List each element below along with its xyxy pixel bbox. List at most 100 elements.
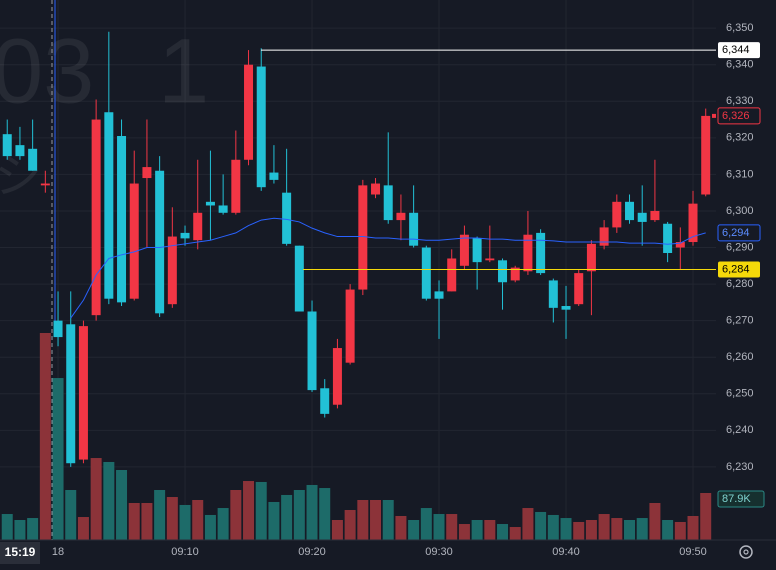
volume-layer: [1, 333, 712, 540]
volume-bar: [471, 520, 483, 540]
volume-bar: [128, 502, 140, 540]
volume-bar: [319, 488, 331, 540]
candle-body: [78, 326, 88, 460]
volume-bar: [243, 481, 255, 540]
volume-bar: [395, 515, 407, 540]
gear[interactable]: [739, 545, 753, 559]
candle-body: [66, 324, 76, 464]
candle-body: [345, 289, 355, 363]
candle-body: [320, 388, 330, 414]
candle-body: [688, 203, 698, 243]
candle-body: [396, 212, 406, 221]
y-tick-label: 6,330: [726, 95, 754, 107]
volume-bar: [27, 518, 39, 540]
candle-body: [256, 66, 266, 188]
y-tick-label: 6,290: [726, 241, 754, 253]
x-tick-label: 09:40: [552, 546, 580, 558]
candle-body: [523, 234, 533, 272]
candle-body: [28, 148, 38, 171]
candle-body: [625, 201, 635, 221]
volume-bar: [382, 500, 394, 540]
volume-bar: [14, 520, 26, 540]
volume-bar: [357, 500, 369, 540]
y-tick-label: 6,260: [726, 351, 754, 363]
candle-body: [485, 258, 495, 261]
y-tick-label: 6,300: [726, 205, 754, 217]
candle-body: [155, 170, 165, 314]
gear-center[interactable]: [743, 549, 749, 555]
x-tick-label: 09:50: [679, 546, 707, 558]
candle-body: [650, 210, 660, 221]
y-tick-label: 6,310: [726, 168, 754, 180]
volume-bar: [192, 500, 204, 540]
candle-body: [142, 167, 152, 179]
volume-label: 87.9K: [722, 493, 751, 505]
volume-bar: [39, 333, 51, 540]
volume-bar: [204, 514, 216, 540]
ma-label: 6,294: [722, 227, 750, 239]
candle-body: [53, 320, 63, 338]
volume-bar: [522, 508, 534, 540]
settings-icon[interactable]: [739, 545, 753, 559]
moving-average: [70, 217, 706, 319]
volume-bar: [90, 458, 102, 540]
volume-bar: [230, 490, 242, 540]
volume-bar: [420, 508, 432, 540]
volume-bar: [370, 500, 382, 540]
x-tick-label: 09:20: [298, 546, 326, 558]
candle-body: [409, 212, 419, 246]
candle-body: [282, 192, 292, 244]
candle-body: [536, 232, 546, 274]
volume-bar: [77, 517, 89, 540]
watermark: 03: [0, 20, 94, 122]
y-tick-label: 6,270: [726, 315, 754, 327]
last-price-label: 6,326: [722, 110, 750, 122]
last-price-bg: [717, 107, 761, 125]
candle-body: [510, 267, 520, 281]
candle-body: [129, 183, 139, 299]
y-tick-label: 6,230: [726, 461, 754, 473]
candle-body: [472, 238, 482, 263]
volume-bar: [217, 508, 229, 540]
candle-body: [193, 212, 203, 241]
candle-body: [574, 273, 584, 305]
candle-body: [447, 258, 457, 292]
volume-bar: [700, 492, 712, 540]
ma-label-bg: [717, 224, 761, 242]
candle-body: [612, 201, 622, 228]
volume-bar: [65, 490, 77, 540]
candle-body: [231, 159, 241, 213]
volume-bar: [293, 490, 305, 540]
candle-body: [332, 348, 342, 405]
volume-bar: [166, 497, 178, 540]
x-tick-label: 09:10: [171, 546, 199, 558]
candles: [2, 31, 711, 467]
volume-bar: [662, 520, 674, 540]
volume-bar: [458, 524, 470, 540]
volume-bar: [52, 378, 64, 540]
candle-body: [383, 185, 393, 221]
volume-bar: [535, 511, 547, 540]
volume-bar: [611, 518, 623, 540]
volume-bar: [573, 521, 585, 540]
y-tick-label: 6,340: [726, 59, 754, 71]
volume-bar: [179, 504, 191, 540]
volume-bar: [255, 481, 267, 540]
candle-body: [358, 185, 368, 290]
x-tick-label: 18: [52, 546, 64, 558]
candle-body: [637, 212, 647, 222]
candle-body: [15, 145, 25, 157]
volume-label-bg: [717, 490, 765, 508]
crosshair-label-bg: [0, 542, 40, 564]
y-tick-label: 6,250: [726, 388, 754, 400]
candle-body: [269, 172, 279, 180]
candle-body: [675, 242, 685, 248]
volume-bar: [433, 514, 445, 540]
candle-body: [701, 115, 711, 195]
volume-bar: [636, 518, 648, 540]
price-label-bg: [718, 261, 760, 278]
candle-body: [40, 183, 50, 186]
volume-bar: [103, 461, 115, 540]
